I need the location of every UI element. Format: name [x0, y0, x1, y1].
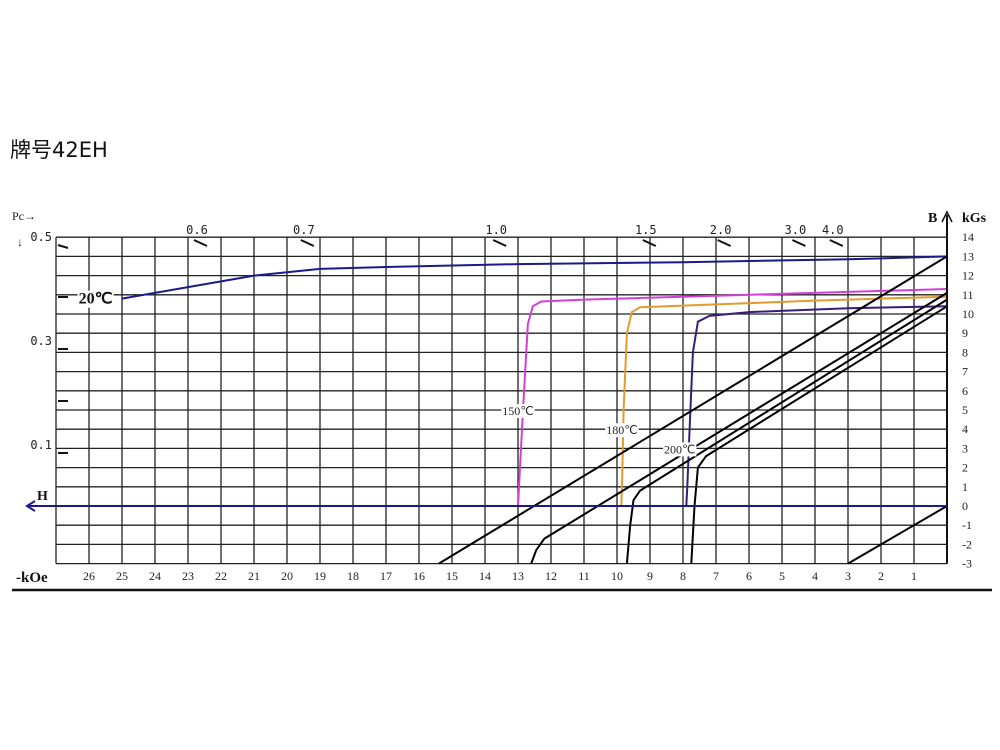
y-tick-label: 10	[962, 307, 974, 321]
x-tick-label: 16	[413, 569, 425, 583]
x-tick-label: 25	[116, 569, 128, 583]
x-tick-label: 11	[578, 569, 590, 583]
y-tick-label: 14	[962, 230, 974, 244]
x-tick-label: 26	[83, 569, 95, 583]
pc-top-tick-label: 0.6	[186, 223, 208, 237]
x-tick-label: 21	[248, 569, 260, 583]
pc-top-tick-label: 2.0	[710, 223, 732, 237]
pc-top-tick-label: 1.5	[635, 223, 657, 237]
pc-tick-mark	[300, 239, 315, 247]
curve-normal	[690, 305, 948, 564]
b-axis-arrow-icon	[941, 210, 953, 223]
pc-left-tick-label: 0.1	[30, 438, 52, 452]
x-tick-label: 12	[545, 569, 557, 583]
h-axis-symbol: H	[37, 489, 48, 504]
pc-tick-mark	[829, 239, 844, 247]
y-tick-label: 12	[962, 269, 974, 283]
pc-top-tick-label: 0.7	[293, 223, 315, 237]
curve-label: 180℃	[606, 423, 637, 437]
x-tick-label: 18	[347, 569, 359, 583]
page-title: 牌号42EH	[10, 138, 108, 162]
pc-tick-mark	[492, 239, 507, 247]
x-tick-label: 17	[380, 569, 392, 583]
x-tick-label: 20	[281, 569, 293, 583]
y-tick-label: 4	[962, 422, 968, 436]
x-tick-label: 23	[182, 569, 194, 583]
pc-tick-mark	[717, 239, 732, 247]
pc-left-tick-label: 0.3	[30, 334, 52, 348]
x-tick-label: 22	[215, 569, 227, 583]
curve-label: 150℃	[502, 404, 533, 418]
y-tick-label: 8	[962, 345, 968, 359]
y-tick-label: 3	[962, 441, 968, 455]
pc-tick-mark	[642, 239, 657, 247]
x-axis-label: -kOe	[16, 570, 48, 586]
y-tick-label: 6	[962, 384, 968, 398]
x-tick-label: 9	[647, 569, 653, 583]
curve-normal	[438, 255, 948, 565]
y-axis-label: kGs	[962, 211, 987, 226]
x-tick-label: 2	[878, 569, 884, 583]
pc-tick-mark	[791, 239, 806, 247]
pc-top-tick-label: 3.0	[785, 223, 807, 237]
pc-left-tick-mark	[57, 244, 69, 249]
y-tick-label: 13	[962, 249, 974, 263]
x-tick-label: 14	[479, 569, 491, 583]
y-tick-label: 1	[962, 480, 968, 494]
label-background	[605, 423, 639, 438]
curve-200c-intrinsic	[685, 305, 948, 507]
y-tick-label: 5	[962, 403, 968, 417]
h-axis-arrow-icon	[25, 500, 36, 512]
curve-line	[847, 505, 948, 565]
x-tick-label: 10	[611, 569, 623, 583]
curve-label: 20℃	[79, 291, 113, 308]
curve-180c-intrinsic	[620, 295, 948, 507]
x-tick-label: 4	[812, 569, 818, 583]
y-tick-label: 0	[962, 499, 968, 513]
y-tick-label: 9	[962, 326, 968, 340]
x-tick-label: 8	[680, 569, 686, 583]
y-tick-label: 11	[962, 288, 974, 302]
pc-label: Pc→	[12, 209, 36, 223]
x-tick-label: 6	[746, 569, 752, 583]
label-background	[77, 290, 114, 308]
curve-normal	[625, 298, 948, 564]
curves: 20℃ 150℃ 180℃ 200℃	[77, 255, 948, 565]
y-tick-label: -2	[962, 537, 972, 551]
x-tick-label: 13	[512, 569, 524, 583]
x-tick-label: 1	[911, 569, 917, 583]
y-tick-label: -3	[962, 557, 972, 571]
x-tick-label: 19	[314, 569, 326, 583]
curve-150c-intrinsic	[517, 288, 948, 507]
x-tick-label: 24	[149, 569, 161, 583]
x-tick-label: 3	[845, 569, 851, 583]
y-tick-label: 2	[962, 461, 968, 475]
label-background	[501, 404, 535, 418]
x-tick-label: 7	[713, 569, 719, 583]
label-background	[662, 442, 697, 457]
y-tick-label: 7	[962, 365, 968, 379]
pc-top-tick-label: 1.0	[485, 223, 507, 237]
curve-label: 200℃	[664, 442, 695, 456]
y-axis-symbol: B	[928, 211, 937, 226]
pc-tick-mark	[193, 239, 208, 247]
y-tick-label: -1	[962, 518, 972, 532]
x-tick-label: 15	[446, 569, 458, 583]
x-tick-label: 5	[779, 569, 785, 583]
axes: 26 25 24 23 22 21 20 19 18 17 16 15 14 13 12 11 10 9 8 7 6 5 4…	[12, 210, 992, 592]
curve-20c-intrinsic	[121, 255, 948, 300]
pc-down-arrow-icon: ↓	[17, 235, 23, 249]
pc-top-tick-label: 4.0	[822, 223, 844, 237]
pc-left-tick-label: 0.5	[30, 230, 52, 244]
curve-normal	[530, 292, 948, 564]
